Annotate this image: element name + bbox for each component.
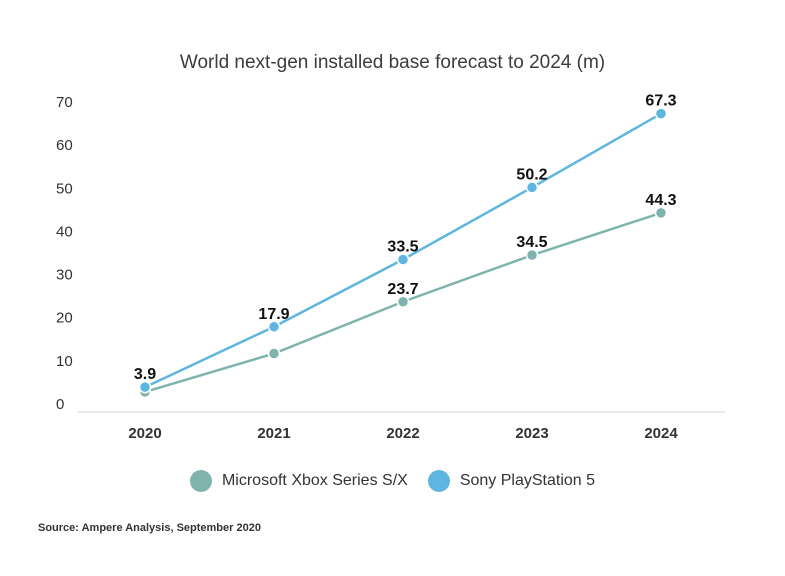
data-point (654, 206, 668, 220)
x-axis-ticks: 2020 2021 2022 2023 2024 (128, 425, 678, 442)
x-tick-label: 2021 (257, 425, 290, 442)
data-label: 50.2 (516, 166, 547, 183)
data-point (267, 320, 281, 334)
data-label: 23.7 (387, 281, 418, 298)
y-tick-label: 20 (56, 310, 73, 327)
data-point (396, 253, 410, 266)
data-labels: 23.7 34.5 44.3 3.9 17.9 33.5 50.2 67.3 (134, 93, 677, 384)
legend-label-ps5: Sony PlayStation 5 (459, 472, 596, 489)
x-tick-label: 2022 (386, 425, 419, 442)
line-chart: 0 10 20 30 40 50 60 70 2020 2021 2022 2023 2024 23.… (56, 93, 725, 442)
y-tick-label: 60 (56, 137, 73, 154)
data-point (654, 107, 668, 120)
y-tick-label: 0 (56, 396, 64, 413)
data-label: 67.3 (645, 93, 676, 110)
chart-title: World next-gen installed base forecast t… (179, 52, 606, 73)
data-label: 33.5 (387, 238, 418, 255)
data-label: 3.9 (134, 366, 156, 383)
data-point (138, 380, 152, 394)
legend: Microsoft Xbox Series S/X Sony PlayStati… (0, 470, 785, 492)
y-tick-label: 10 (56, 353, 73, 370)
y-tick-label: 50 (56, 180, 73, 197)
source-note: Source: Ampere Analysis, September 2020 (38, 522, 261, 534)
x-tick-label: 2023 (515, 425, 548, 442)
series-points (138, 107, 668, 399)
legend-label-xbox: Microsoft Xbox Series S/X (221, 472, 408, 489)
data-label: 44.3 (645, 192, 676, 209)
y-tick-label: 40 (56, 223, 73, 240)
y-tick-label: 70 (56, 94, 73, 111)
legend-marker-ps5 (427, 470, 450, 492)
data-point (525, 248, 539, 262)
data-label: 17.9 (258, 306, 289, 323)
data-point (525, 181, 539, 194)
data-point (396, 295, 410, 309)
y-tick-label: 30 (56, 267, 73, 284)
y-axis-ticks: 0 10 20 30 40 50 60 70 (56, 94, 73, 413)
x-tick-label: 2020 (128, 425, 161, 442)
legend-item-ps5: Sony PlayStation 5 (427, 470, 596, 492)
data-point (267, 347, 281, 360)
x-tick-label: 2024 (644, 425, 678, 442)
data-label: 34.5 (516, 234, 547, 251)
legend-marker-xbox (189, 470, 212, 492)
legend-item-xbox: Microsoft Xbox Series S/X (189, 470, 408, 492)
